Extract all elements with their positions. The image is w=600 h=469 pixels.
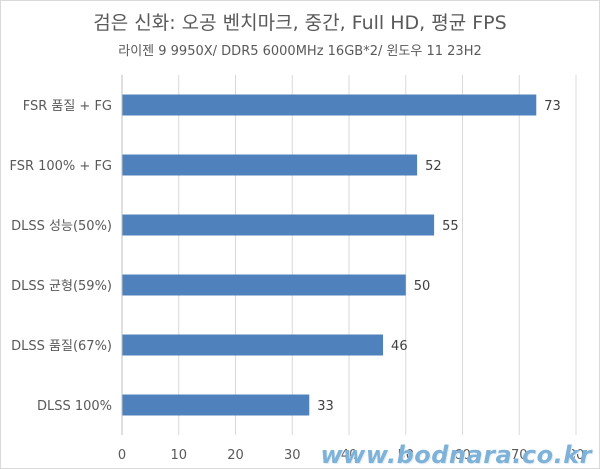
x-tick-label: 50 <box>397 448 414 463</box>
data-label: 73 <box>544 99 561 114</box>
watermark-logo: www.bodnara.co.kr <box>320 441 592 469</box>
x-tick-label: 20 <box>227 448 244 463</box>
category-label: FSR 100% + FG <box>9 159 112 174</box>
data-label: 50 <box>414 279 431 294</box>
bar <box>122 394 310 416</box>
x-tick-label: 70 <box>511 448 528 463</box>
chart-subtitle: 라이젠 9 9950X/ DDR5 6000MHz 16GB*2/ 윈도우 11… <box>118 44 482 59</box>
chart-title: 검은 신화: 오공 벤치마크, 중간, Full HD, 평균 FPS <box>93 12 507 34</box>
data-label: 55 <box>442 219 459 234</box>
bar <box>122 154 418 176</box>
category-label: FSR 품질 + FG <box>23 99 112 114</box>
bar <box>122 94 537 116</box>
data-label: 52 <box>425 159 442 174</box>
x-tick-label: 60 <box>454 448 471 463</box>
category-label: DLSS 품질(67%) <box>11 339 112 354</box>
bar <box>122 274 406 296</box>
x-tick-label: 30 <box>284 448 301 463</box>
category-label: DLSS 100% <box>37 399 112 414</box>
x-tick-label: 40 <box>341 448 358 463</box>
x-tick-label: 10 <box>170 448 187 463</box>
category-label: DLSS 성능(50%) <box>11 219 112 234</box>
category-label: DLSS 균형(59%) <box>11 279 112 294</box>
x-tick-label: 0 <box>118 448 126 463</box>
data-label: 46 <box>391 339 408 354</box>
data-label: 33 <box>317 399 334 414</box>
bar <box>122 334 384 356</box>
x-tick-label: 80 <box>568 448 585 463</box>
bar <box>122 214 435 236</box>
